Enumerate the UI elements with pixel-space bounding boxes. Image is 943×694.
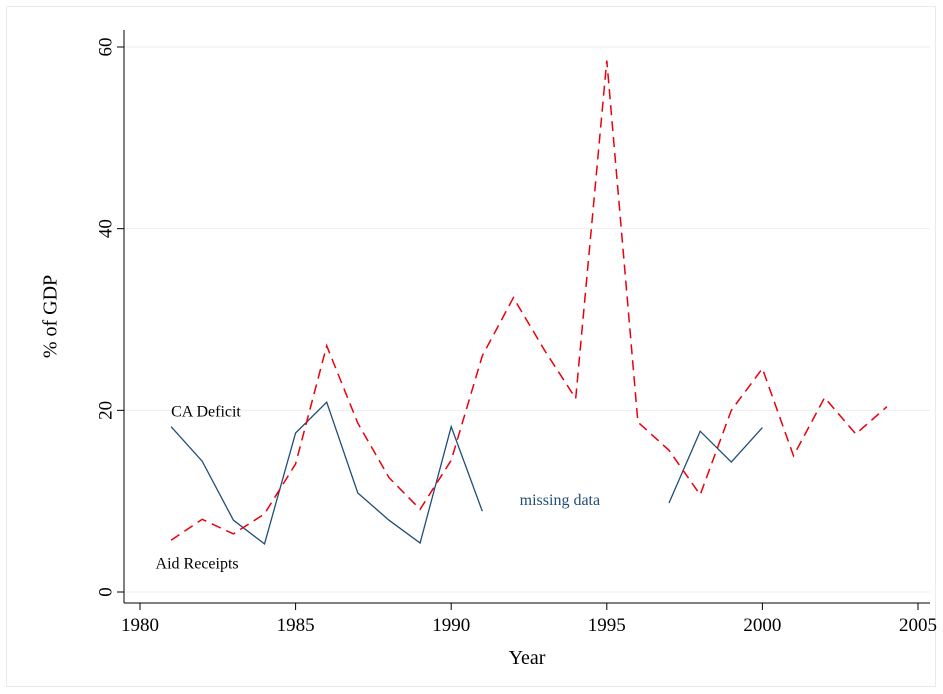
x-axis-ticks: 1980 1985 1990 1995 2000 2005 — [121, 603, 937, 636]
y-tick-label-0: 0 — [95, 587, 116, 597]
y-axis-title: % of GDP — [40, 275, 62, 358]
x-axis-title: Year — [509, 647, 546, 669]
y-tick-label-20: 20 — [95, 401, 116, 420]
aid-label: Aid Receipts — [156, 555, 239, 572]
ca-label: CA Deficit — [171, 404, 241, 421]
x-tick-label-2000: 2000 — [743, 615, 781, 636]
y-axis-ticks: 0 20 40 60 — [95, 38, 124, 597]
x-tick-label-1990: 1990 — [432, 615, 470, 636]
series — [170, 60, 888, 545]
ca-deficit-line-segment-1 — [170, 401, 483, 545]
y-tick-label-40: 40 — [95, 219, 116, 238]
missing-label: missing data — [520, 492, 600, 509]
x-tick-label-2005: 2005 — [899, 615, 937, 636]
y-tick-label-60: 60 — [95, 38, 116, 57]
chart-frame — [6, 6, 936, 687]
x-tick-label-1985: 1985 — [277, 615, 315, 636]
aid-receipts-line-segment-1 — [170, 60, 888, 541]
x-tick-label-1995: 1995 — [588, 615, 626, 636]
grid-lines — [124, 46, 930, 593]
x-tick-label-1980: 1980 — [121, 615, 159, 636]
axes — [123, 30, 930, 604]
ca-deficit-line-segment-2 — [668, 427, 763, 504]
annotations: CA Deficit Aid Receipts missing data — [156, 404, 601, 573]
